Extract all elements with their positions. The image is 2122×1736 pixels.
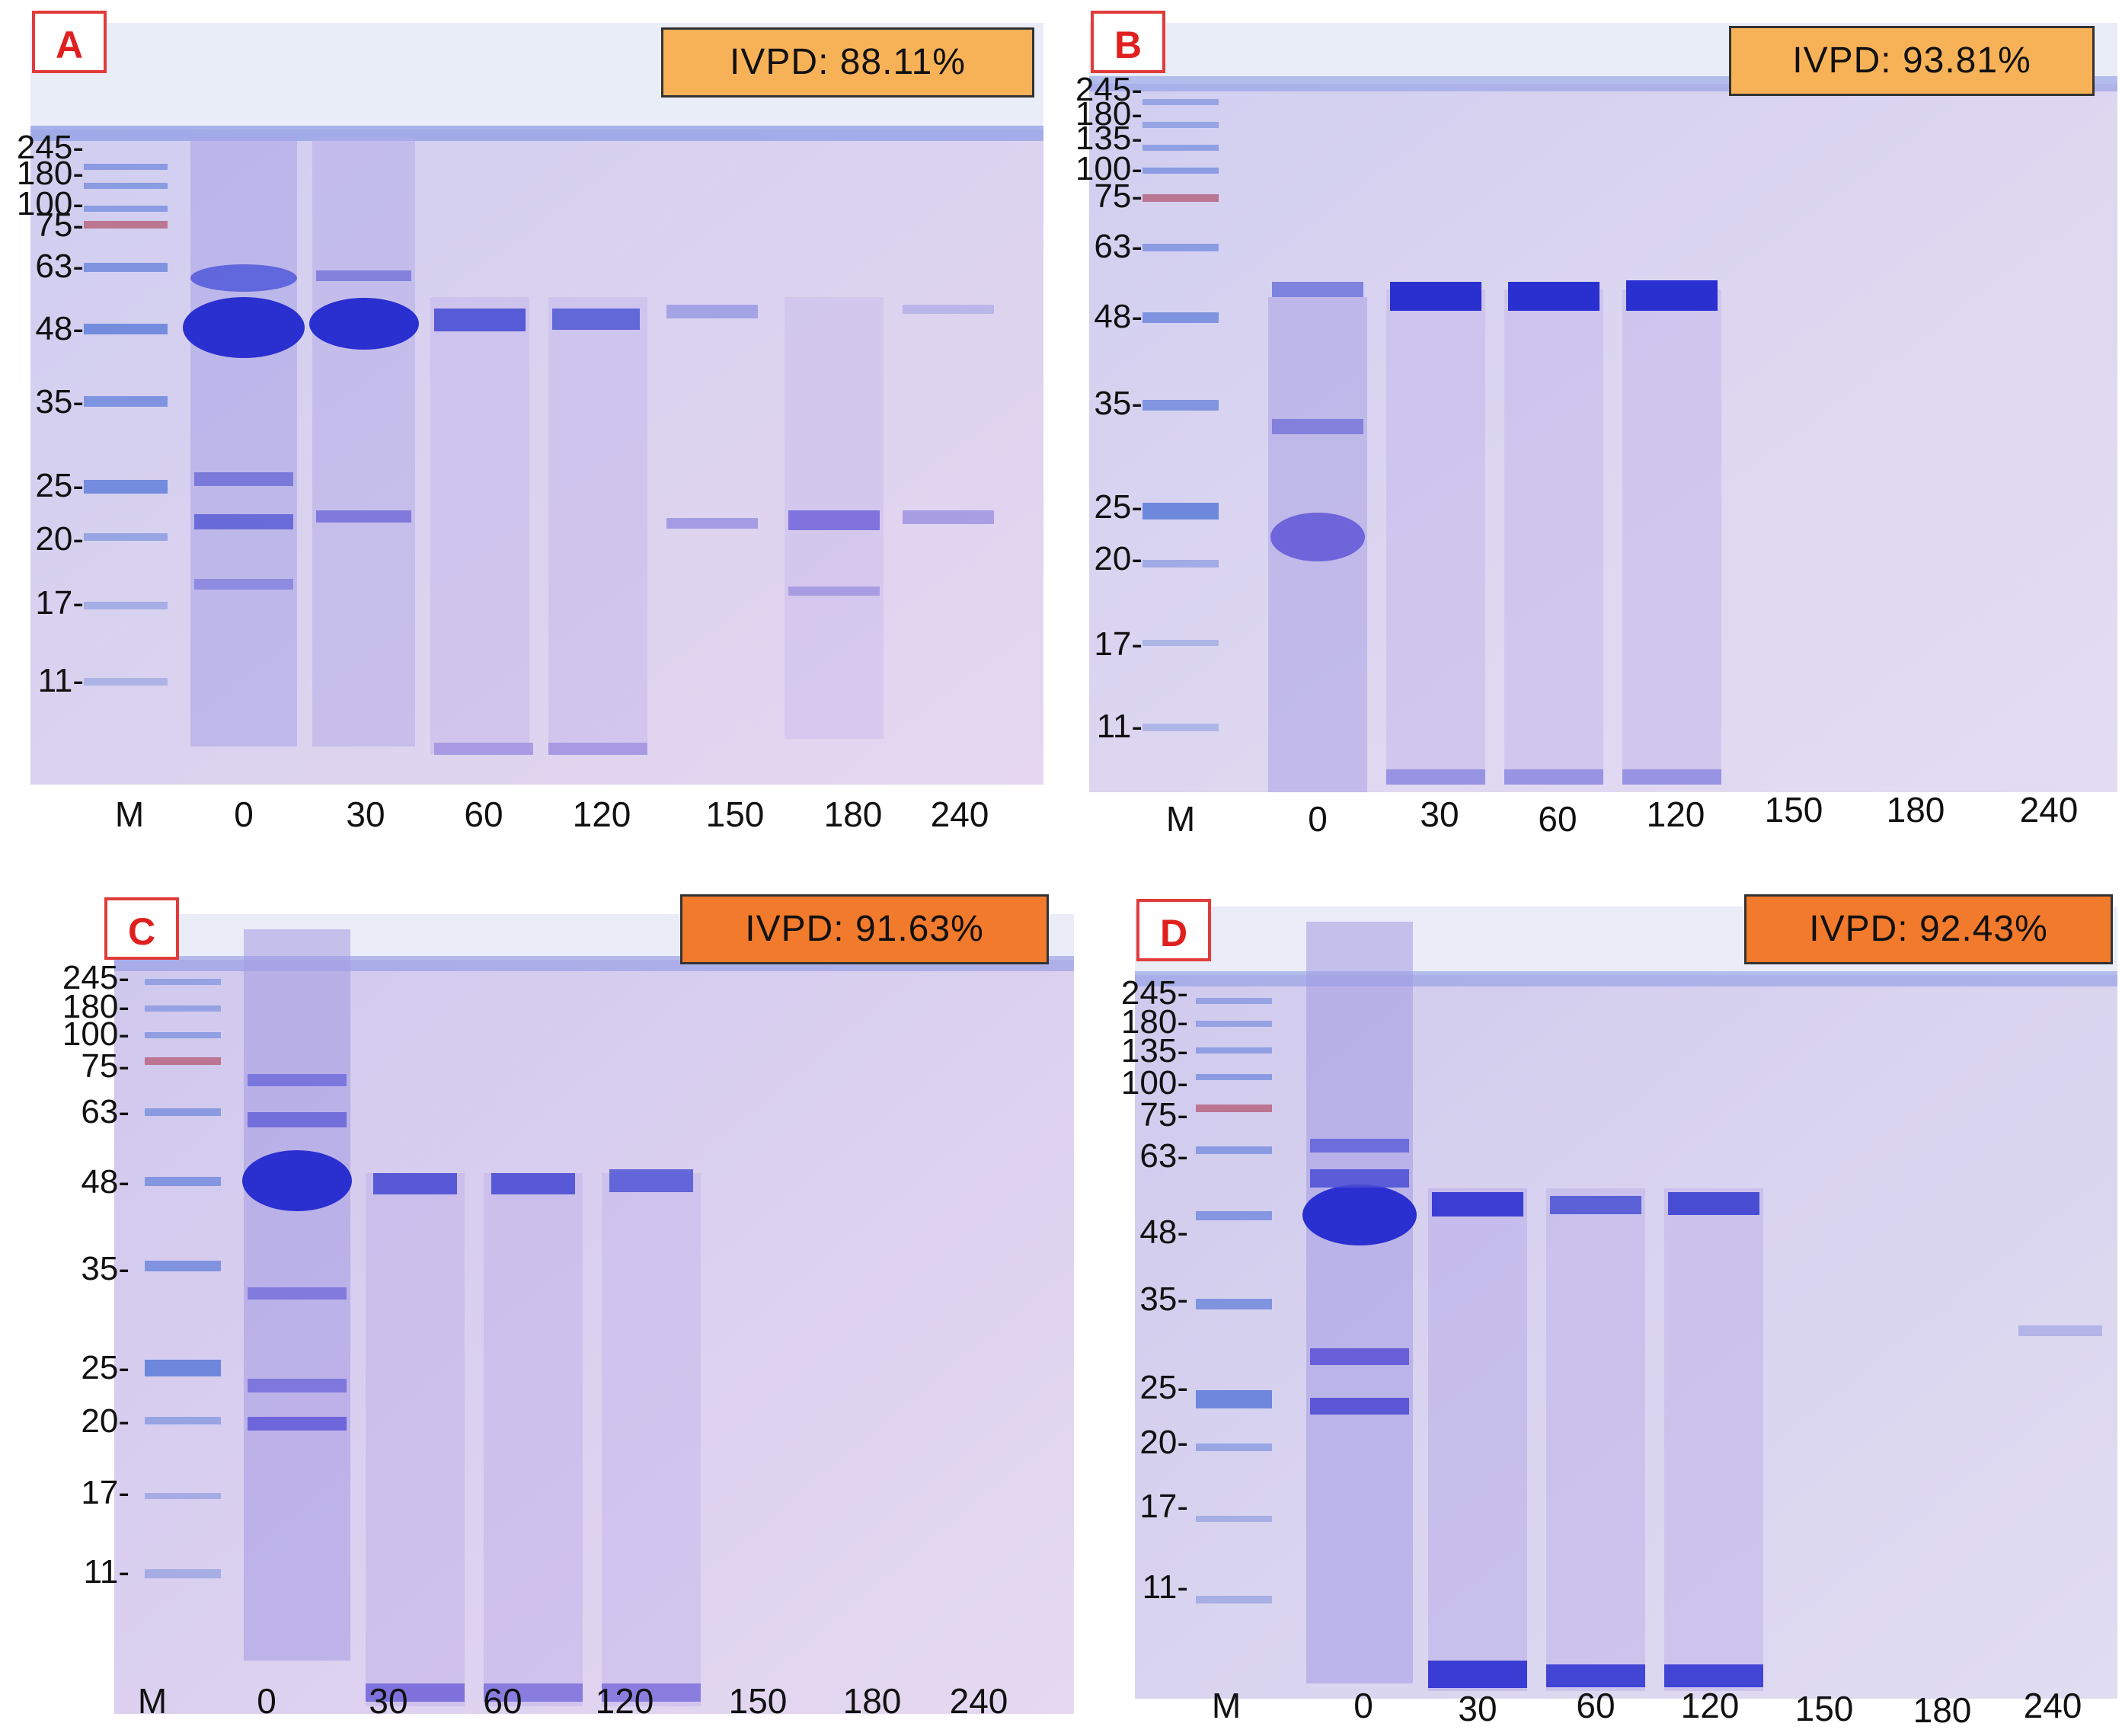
gel-image-d [1135,906,2117,1699]
lane-label: 120 [1646,794,1705,834]
mw-marker: 48- [1139,1213,1188,1251]
lane-label: M [114,794,145,834]
mw-marker: 245- [16,129,84,166]
ivpd-label-c: IVPD: 91.63% [680,894,1049,964]
mw-marker: 17- [1139,1488,1188,1525]
mw-marker: 180- [1075,95,1142,133]
gel-image-a [30,23,1043,785]
lane-label: 0 [1353,1686,1373,1725]
mw-marker: 25- [35,467,84,504]
lane-label: 240 [930,794,989,834]
mw-marker: 11- [1096,708,1142,745]
mw-marker: 11- [1142,1568,1188,1606]
lane-label: 150 [1764,790,1823,830]
mw-marker: 135- [1075,120,1142,157]
mw-marker: 75- [35,206,84,244]
mw-marker: 25- [81,1349,129,1386]
lane-label: 0 [1308,799,1328,839]
lane-label: 120 [572,794,631,834]
mw-marker: 135- [1120,1032,1188,1069]
mw-marker: 100- [1075,150,1142,187]
mw-marker: 75- [1094,177,1142,215]
mw-marker: 100- [16,185,84,222]
lane-label: 180 [1913,1690,1972,1730]
mw-marker: 20- [1094,540,1142,577]
lane-label: M [1211,1686,1242,1725]
mw-marker: 25- [1139,1369,1188,1406]
lane-label: M [1165,799,1196,839]
lane-label: 30 [1420,794,1459,834]
mw-marker: 63- [81,1093,129,1130]
panel-label-d: D [1136,899,1211,961]
mw-marker: 20- [1139,1424,1188,1461]
gel-panel-b: B IVPD: 93.81% 245- 180- 135- 100- 75- 6… [1043,0,2122,846]
mw-marker: 35- [35,383,84,420]
mw-marker: 17- [1094,625,1142,663]
mw-marker: 180- [62,988,129,1025]
mw-marker: 100- [1120,1064,1188,1101]
gel-panel-a: A IVPD: 88.11% 245- 180- 100- 75- 63- 48… [0,0,1051,846]
lane-label: 0 [257,1681,276,1721]
mw-marker: 75- [81,1047,129,1085]
mw-marker: 25- [1094,488,1142,526]
mw-marker: 11- [37,662,84,699]
lane-label: 30 [346,794,385,834]
gel-image-b [1089,23,2117,792]
lane-label: 180 [823,794,883,834]
lane-label: 60 [464,794,503,834]
mw-marker: 48- [35,310,84,347]
gel-panel-c: C IVPD: 91.63% 245- 180- 100- 75- 63- 48… [0,884,1082,1736]
lane-label: 150 [705,794,765,834]
mw-marker: 245- [1075,71,1142,108]
lane-label: 30 [369,1681,408,1721]
gel-image-c [114,914,1074,1714]
mw-marker: 17- [35,584,84,622]
gel-panel-d: D IVPD: 92.43% 245- 180- 135- 100- 75- 6… [1082,884,2122,1736]
mw-marker: 20- [35,520,84,558]
lane-label: 30 [1458,1689,1497,1728]
lane-label: 60 [1538,799,1577,839]
mw-marker: 245- [62,959,129,996]
ivpd-label-a: IVPD: 88.11% [661,27,1034,98]
mw-marker: 17- [81,1474,129,1511]
mw-marker: 75- [1139,1096,1188,1133]
lane-label: 150 [1794,1689,1854,1728]
lane-label: 150 [728,1681,788,1721]
lane-label: 120 [595,1681,654,1721]
mw-marker: 48- [1094,298,1142,335]
mw-marker: 63- [1139,1137,1188,1175]
mw-marker: 180- [16,155,84,192]
mw-marker: 63- [1094,228,1142,265]
lane-label: 60 [483,1681,523,1721]
lane-label: 180 [1886,790,1945,830]
mw-marker: 100- [62,1015,129,1053]
lane-label: 240 [2023,1686,2082,1725]
mw-marker: 35- [1139,1280,1188,1318]
mw-marker: 245- [1120,974,1188,1012]
panel-label-c: C [104,897,179,960]
lane-label: 60 [1576,1686,1615,1725]
lane-label: 240 [2019,790,2079,830]
lane-label: M [137,1681,168,1721]
mw-marker: 20- [81,1402,129,1440]
lane-label: 120 [1680,1686,1740,1725]
ivpd-label-b: IVPD: 93.81% [1729,26,2095,96]
mw-marker: 180- [1120,1003,1188,1041]
mw-marker: 11- [83,1553,129,1591]
mw-marker: 35- [81,1250,129,1287]
lane-label: 240 [949,1681,1008,1721]
panel-label-b: B [1091,11,1165,73]
lane-label: 180 [842,1681,902,1721]
ivpd-label-d: IVPD: 92.43% [1744,894,2113,964]
mw-marker: 48- [81,1163,129,1200]
panel-label-a: A [32,11,107,73]
mw-marker: 35- [1094,385,1142,422]
mw-marker: 63- [35,248,84,285]
lane-label: 0 [234,794,254,834]
